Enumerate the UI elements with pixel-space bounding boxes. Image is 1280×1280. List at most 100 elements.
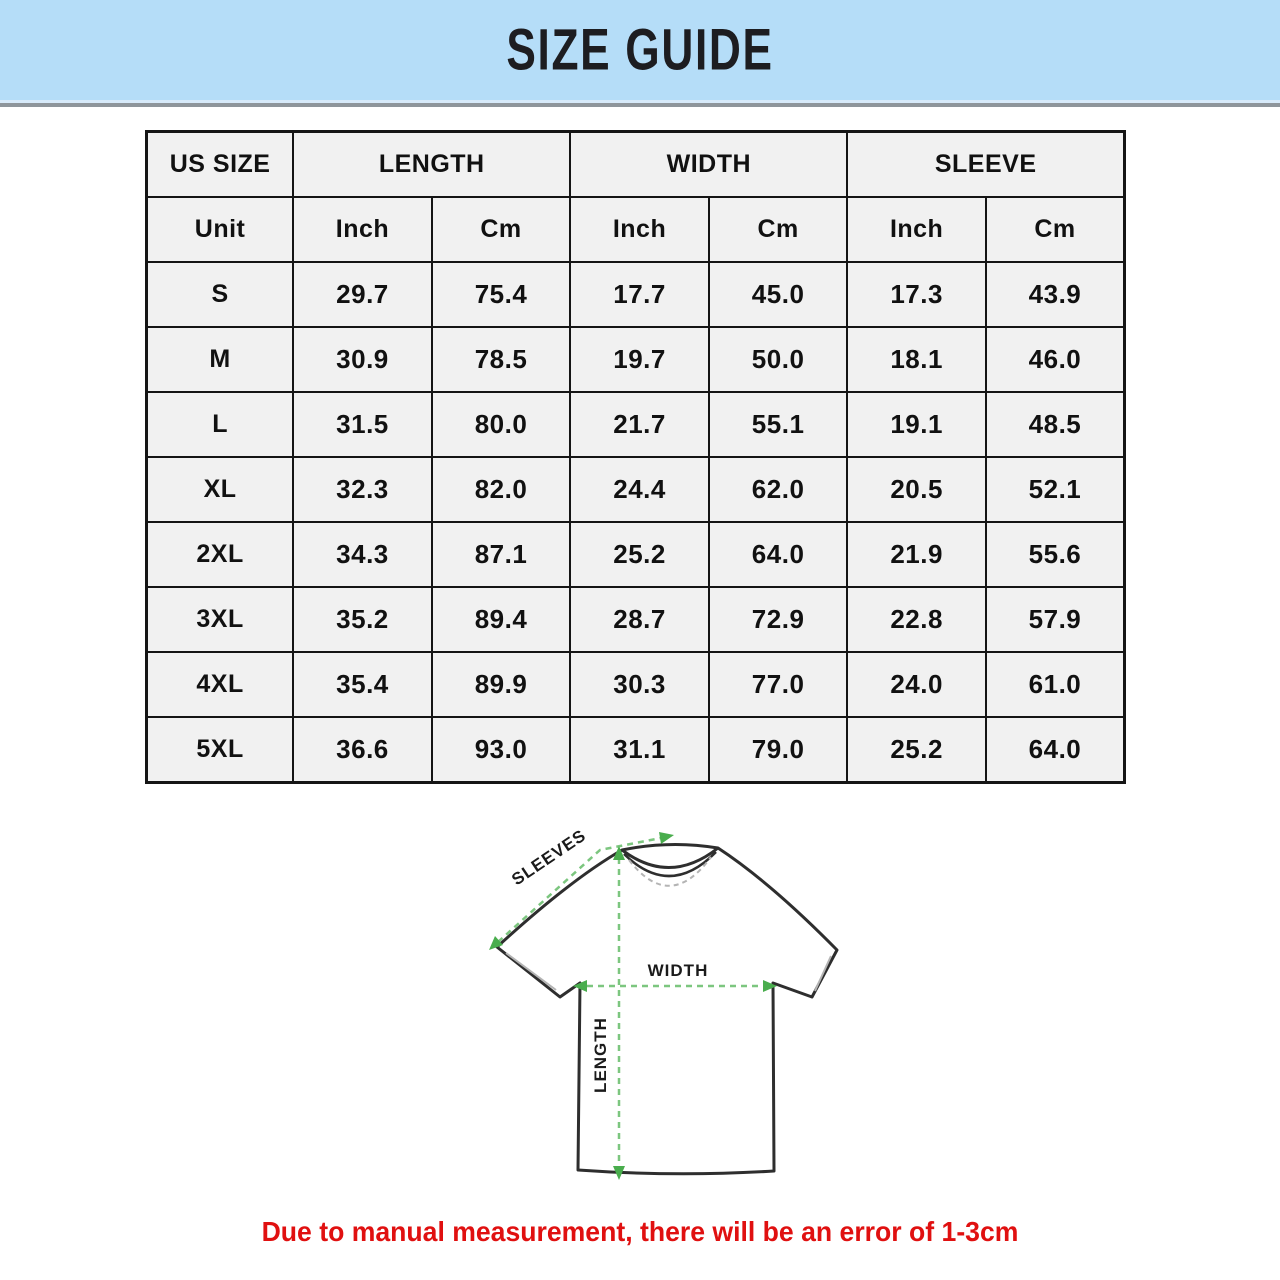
measurement-cell: 77.0: [707, 651, 849, 718]
measurement-cell: 35.2: [292, 586, 433, 653]
width-group-header: WIDTH: [569, 130, 849, 198]
measurement-cell: 31.1: [569, 716, 710, 784]
table-unit-row: Unit Inch Cm Inch Cm Inch Cm: [145, 196, 1126, 263]
size-label-cell: M: [145, 326, 295, 393]
measurement-cell: 75.4: [430, 261, 572, 328]
collar-line-inner: [623, 851, 717, 878]
measurement-cell: 48.5: [984, 391, 1126, 458]
length-group-header: LENGTH: [292, 130, 572, 198]
measurement-cell: 62.0: [707, 456, 849, 523]
measurement-cell: 28.7: [569, 586, 710, 653]
collar-stitch-line: [628, 856, 712, 887]
unit-cell: Cm: [984, 196, 1126, 263]
tshirt-outline: [495, 842, 839, 1176]
measurement-cell: 45.0: [707, 261, 849, 328]
sleeves-measure-arrow: [497, 835, 667, 943]
table-row: S 29.7 75.4 17.7 45.0 17.3 43.9: [145, 261, 1126, 328]
length-measure-label: LENGTH: [591, 1017, 610, 1093]
measurement-cell: 46.0: [984, 326, 1126, 393]
size-label-cell: XL: [145, 456, 295, 523]
measurement-cell: 24.0: [846, 651, 987, 718]
measurement-cell: 17.7: [569, 261, 710, 328]
measurement-cell: 30.3: [569, 651, 710, 718]
measurement-cell: 19.7: [569, 326, 710, 393]
measurement-cell: 36.6: [292, 716, 433, 784]
measurement-cell: 43.9: [984, 261, 1126, 328]
measurement-cell: 93.0: [430, 716, 572, 784]
tshirt-diagram: SLEEVES WIDTH LENGTH: [489, 826, 839, 1180]
unit-label-cell: Unit: [145, 196, 295, 263]
unit-cell: Inch: [569, 196, 710, 263]
measurement-cell: 34.3: [292, 521, 433, 588]
measurement-cell: 57.9: [984, 586, 1126, 653]
unit-cell: Inch: [292, 196, 433, 263]
size-label-cell: 2XL: [145, 521, 295, 588]
size-label-cell: 3XL: [145, 586, 295, 653]
measurement-cell: 19.1: [846, 391, 987, 458]
table-row: XL 32.3 82.0 24.4 62.0 20.5 52.1: [145, 456, 1126, 523]
width-arrowhead-left: [573, 980, 587, 992]
measurement-error-note: Due to manual measurement, there will be…: [261, 1216, 1019, 1247]
measurement-cell: 64.0: [984, 716, 1126, 784]
measurement-cell: 55.6: [984, 521, 1126, 588]
measurement-cell: 80.0: [430, 391, 572, 458]
measurement-cell: 18.1: [846, 326, 987, 393]
width-arrowhead-right: [763, 980, 777, 992]
measurement-cell: 89.4: [430, 586, 572, 653]
right-sleeve-hem-line: [814, 955, 832, 992]
measurement-cell: 30.9: [292, 326, 433, 393]
table-row: L 31.5 80.0 21.7 55.1 19.1 48.5: [145, 391, 1126, 458]
size-label-cell: S: [145, 261, 295, 328]
measurement-cell: 35.4: [292, 651, 433, 718]
measurement-cell: 82.0: [430, 456, 572, 523]
table-row: 2XL 34.3 87.1 25.2 64.0 21.9 55.6: [145, 521, 1126, 588]
measurement-cell: 89.9: [430, 651, 572, 718]
table-group-header-row: US SIZE LENGTH WIDTH SLEEVE: [145, 130, 1126, 198]
size-table-body: S 29.7 75.4 17.7 45.0 17.3 43.9 M 30.9 78.5 19.7 50…: [145, 261, 1126, 784]
measurement-cell: 50.0: [707, 326, 849, 393]
measurement-cell: 87.1: [430, 521, 572, 588]
length-arrowhead-top: [613, 846, 625, 860]
measurement-cell: 31.5: [292, 391, 433, 458]
measurement-cell: 52.1: [984, 456, 1126, 523]
page-title: SIZE GUIDE: [506, 17, 774, 83]
size-label-cell: 5XL: [145, 716, 295, 784]
measurement-cell: 29.7: [292, 261, 433, 328]
measurement-cell: 20.5: [846, 456, 987, 523]
us-size-header-cell: US SIZE: [145, 130, 295, 198]
measurement-cell: 61.0: [984, 651, 1126, 718]
measurement-cell: 24.4: [569, 456, 710, 523]
sleeves-arrowhead-start: [489, 936, 503, 950]
measurement-cell: 55.1: [707, 391, 849, 458]
banner-edge-light: [0, 100, 1280, 103]
sleeve-group-header: SLEEVE: [846, 130, 1126, 198]
unit-cell: Cm: [707, 196, 849, 263]
measurement-cell: 78.5: [430, 326, 572, 393]
length-arrowhead-bottom: [613, 1166, 625, 1180]
measurement-cell: 25.2: [569, 521, 710, 588]
table-row: 4XL 35.4 89.9 30.3 77.0 24.0 61.0: [145, 651, 1126, 718]
size-table: US SIZE LENGTH WIDTH SLEEVE Unit Inch Cm…: [145, 130, 1126, 784]
unit-cell: Inch: [846, 196, 987, 263]
size-guide-banner: SIZE GUIDE: [0, 0, 1280, 100]
table-row: 3XL 35.2 89.4 28.7 72.9 22.8 57.9: [145, 586, 1126, 653]
measurement-cell: 22.8: [846, 586, 987, 653]
collar-line-outer: [621, 846, 719, 869]
sleeves-arrowhead-end: [659, 832, 674, 844]
measurement-cell: 21.9: [846, 521, 987, 588]
banner-edge-gray: [0, 103, 1280, 107]
measurement-cell: 79.0: [707, 716, 849, 784]
measurement-cell: 32.3: [292, 456, 433, 523]
unit-cell: Cm: [430, 196, 572, 263]
measurement-cell: 64.0: [707, 521, 849, 588]
size-label-cell: L: [145, 391, 295, 458]
measurement-cell: 25.2: [846, 716, 987, 784]
measurement-cell: 17.3: [846, 261, 987, 328]
measurement-cell: 21.7: [569, 391, 710, 458]
size-label-cell: 4XL: [145, 651, 295, 718]
left-sleeve-hem-line: [505, 952, 557, 991]
width-measure-label: WIDTH: [648, 961, 709, 980]
table-row: M 30.9 78.5 19.7 50.0 18.1 46.0: [145, 326, 1126, 393]
table-row: 5XL 36.6 93.0 31.1 79.0 25.2 64.0: [145, 716, 1126, 784]
